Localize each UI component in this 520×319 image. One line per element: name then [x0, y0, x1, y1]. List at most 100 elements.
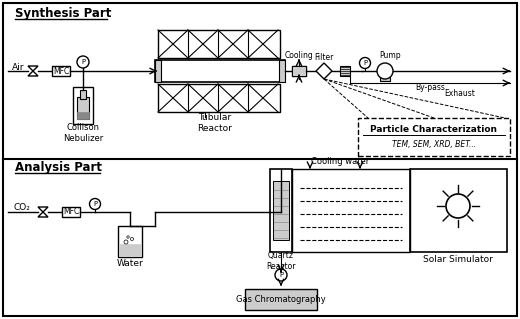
- Bar: [410, 217, 507, 218]
- Bar: [410, 240, 507, 241]
- Bar: [410, 191, 507, 192]
- Circle shape: [131, 238, 134, 241]
- Text: P: P: [81, 59, 85, 65]
- Bar: [410, 173, 507, 174]
- Bar: [273, 181, 289, 240]
- Bar: [410, 182, 507, 183]
- Bar: [410, 216, 507, 217]
- Text: Water: Water: [116, 259, 144, 269]
- Bar: [410, 215, 507, 216]
- Bar: [340, 66, 350, 76]
- Bar: [410, 222, 507, 223]
- Bar: [245, 289, 317, 310]
- Bar: [410, 207, 507, 208]
- Bar: [410, 178, 507, 179]
- Circle shape: [446, 194, 470, 218]
- Text: Gas Chromatography: Gas Chromatography: [236, 295, 326, 305]
- Bar: [410, 169, 507, 170]
- Bar: [410, 238, 507, 239]
- Bar: [293, 67, 305, 75]
- Polygon shape: [38, 207, 48, 217]
- Bar: [77, 112, 89, 119]
- Text: Filter: Filter: [314, 53, 334, 62]
- Bar: [410, 249, 507, 250]
- Text: Solar Simulator: Solar Simulator: [423, 256, 493, 264]
- Polygon shape: [28, 66, 38, 76]
- Bar: [410, 246, 507, 247]
- Text: Tubular
Reactor: Tubular Reactor: [198, 113, 232, 133]
- Bar: [410, 183, 507, 184]
- Text: Cooling: Cooling: [284, 50, 314, 60]
- Bar: [80, 90, 86, 99]
- Bar: [410, 227, 507, 228]
- Bar: [410, 218, 507, 219]
- Bar: [410, 212, 507, 213]
- Bar: [410, 247, 507, 248]
- Bar: [410, 239, 507, 240]
- Bar: [410, 206, 507, 207]
- Bar: [410, 230, 507, 231]
- Bar: [410, 201, 507, 202]
- Bar: [410, 170, 507, 171]
- Bar: [279, 60, 285, 82]
- Bar: [410, 229, 507, 230]
- Bar: [410, 187, 507, 188]
- Bar: [410, 244, 507, 245]
- Bar: [410, 188, 507, 189]
- Bar: [410, 214, 507, 215]
- Bar: [62, 207, 80, 217]
- Bar: [410, 184, 507, 185]
- Bar: [410, 195, 507, 196]
- Text: Analysis Part: Analysis Part: [15, 161, 102, 174]
- Text: Air: Air: [12, 63, 24, 71]
- Circle shape: [124, 240, 128, 244]
- Bar: [410, 177, 507, 178]
- Bar: [410, 225, 507, 226]
- Bar: [410, 248, 507, 249]
- Bar: [410, 171, 507, 172]
- Text: Quartz
Reactor: Quartz Reactor: [266, 251, 296, 271]
- Bar: [410, 205, 507, 206]
- Bar: [410, 236, 507, 237]
- Bar: [410, 172, 507, 173]
- Bar: [155, 60, 285, 82]
- Text: TEM, SEM, XRD, BET...: TEM, SEM, XRD, BET...: [392, 140, 476, 150]
- Bar: [410, 220, 507, 221]
- Circle shape: [77, 56, 89, 68]
- Bar: [410, 185, 507, 186]
- Text: P: P: [363, 60, 367, 66]
- Bar: [410, 196, 507, 197]
- Bar: [380, 77, 390, 81]
- Bar: [158, 84, 280, 112]
- Bar: [410, 242, 507, 243]
- Bar: [410, 224, 507, 225]
- Bar: [410, 202, 507, 203]
- Bar: [410, 210, 507, 211]
- Bar: [410, 228, 507, 229]
- Bar: [410, 204, 507, 205]
- Bar: [410, 209, 507, 210]
- Bar: [410, 180, 507, 181]
- Bar: [410, 232, 507, 233]
- Bar: [52, 66, 70, 76]
- Text: Exhaust: Exhaust: [445, 88, 475, 98]
- Bar: [410, 175, 507, 176]
- Bar: [410, 193, 507, 194]
- Bar: [410, 189, 507, 190]
- Bar: [158, 30, 280, 58]
- Circle shape: [275, 269, 287, 281]
- Bar: [118, 226, 142, 257]
- Bar: [410, 199, 507, 200]
- Bar: [410, 219, 507, 220]
- Bar: [410, 174, 507, 175]
- Bar: [410, 197, 507, 198]
- Text: P: P: [93, 201, 97, 207]
- Text: Collison
Nebulizer: Collison Nebulizer: [63, 123, 103, 143]
- Bar: [410, 208, 507, 209]
- Circle shape: [359, 57, 370, 69]
- Bar: [292, 66, 306, 76]
- Bar: [410, 213, 507, 214]
- Bar: [410, 181, 507, 182]
- Text: Cooling water: Cooling water: [311, 158, 369, 167]
- Bar: [410, 226, 507, 227]
